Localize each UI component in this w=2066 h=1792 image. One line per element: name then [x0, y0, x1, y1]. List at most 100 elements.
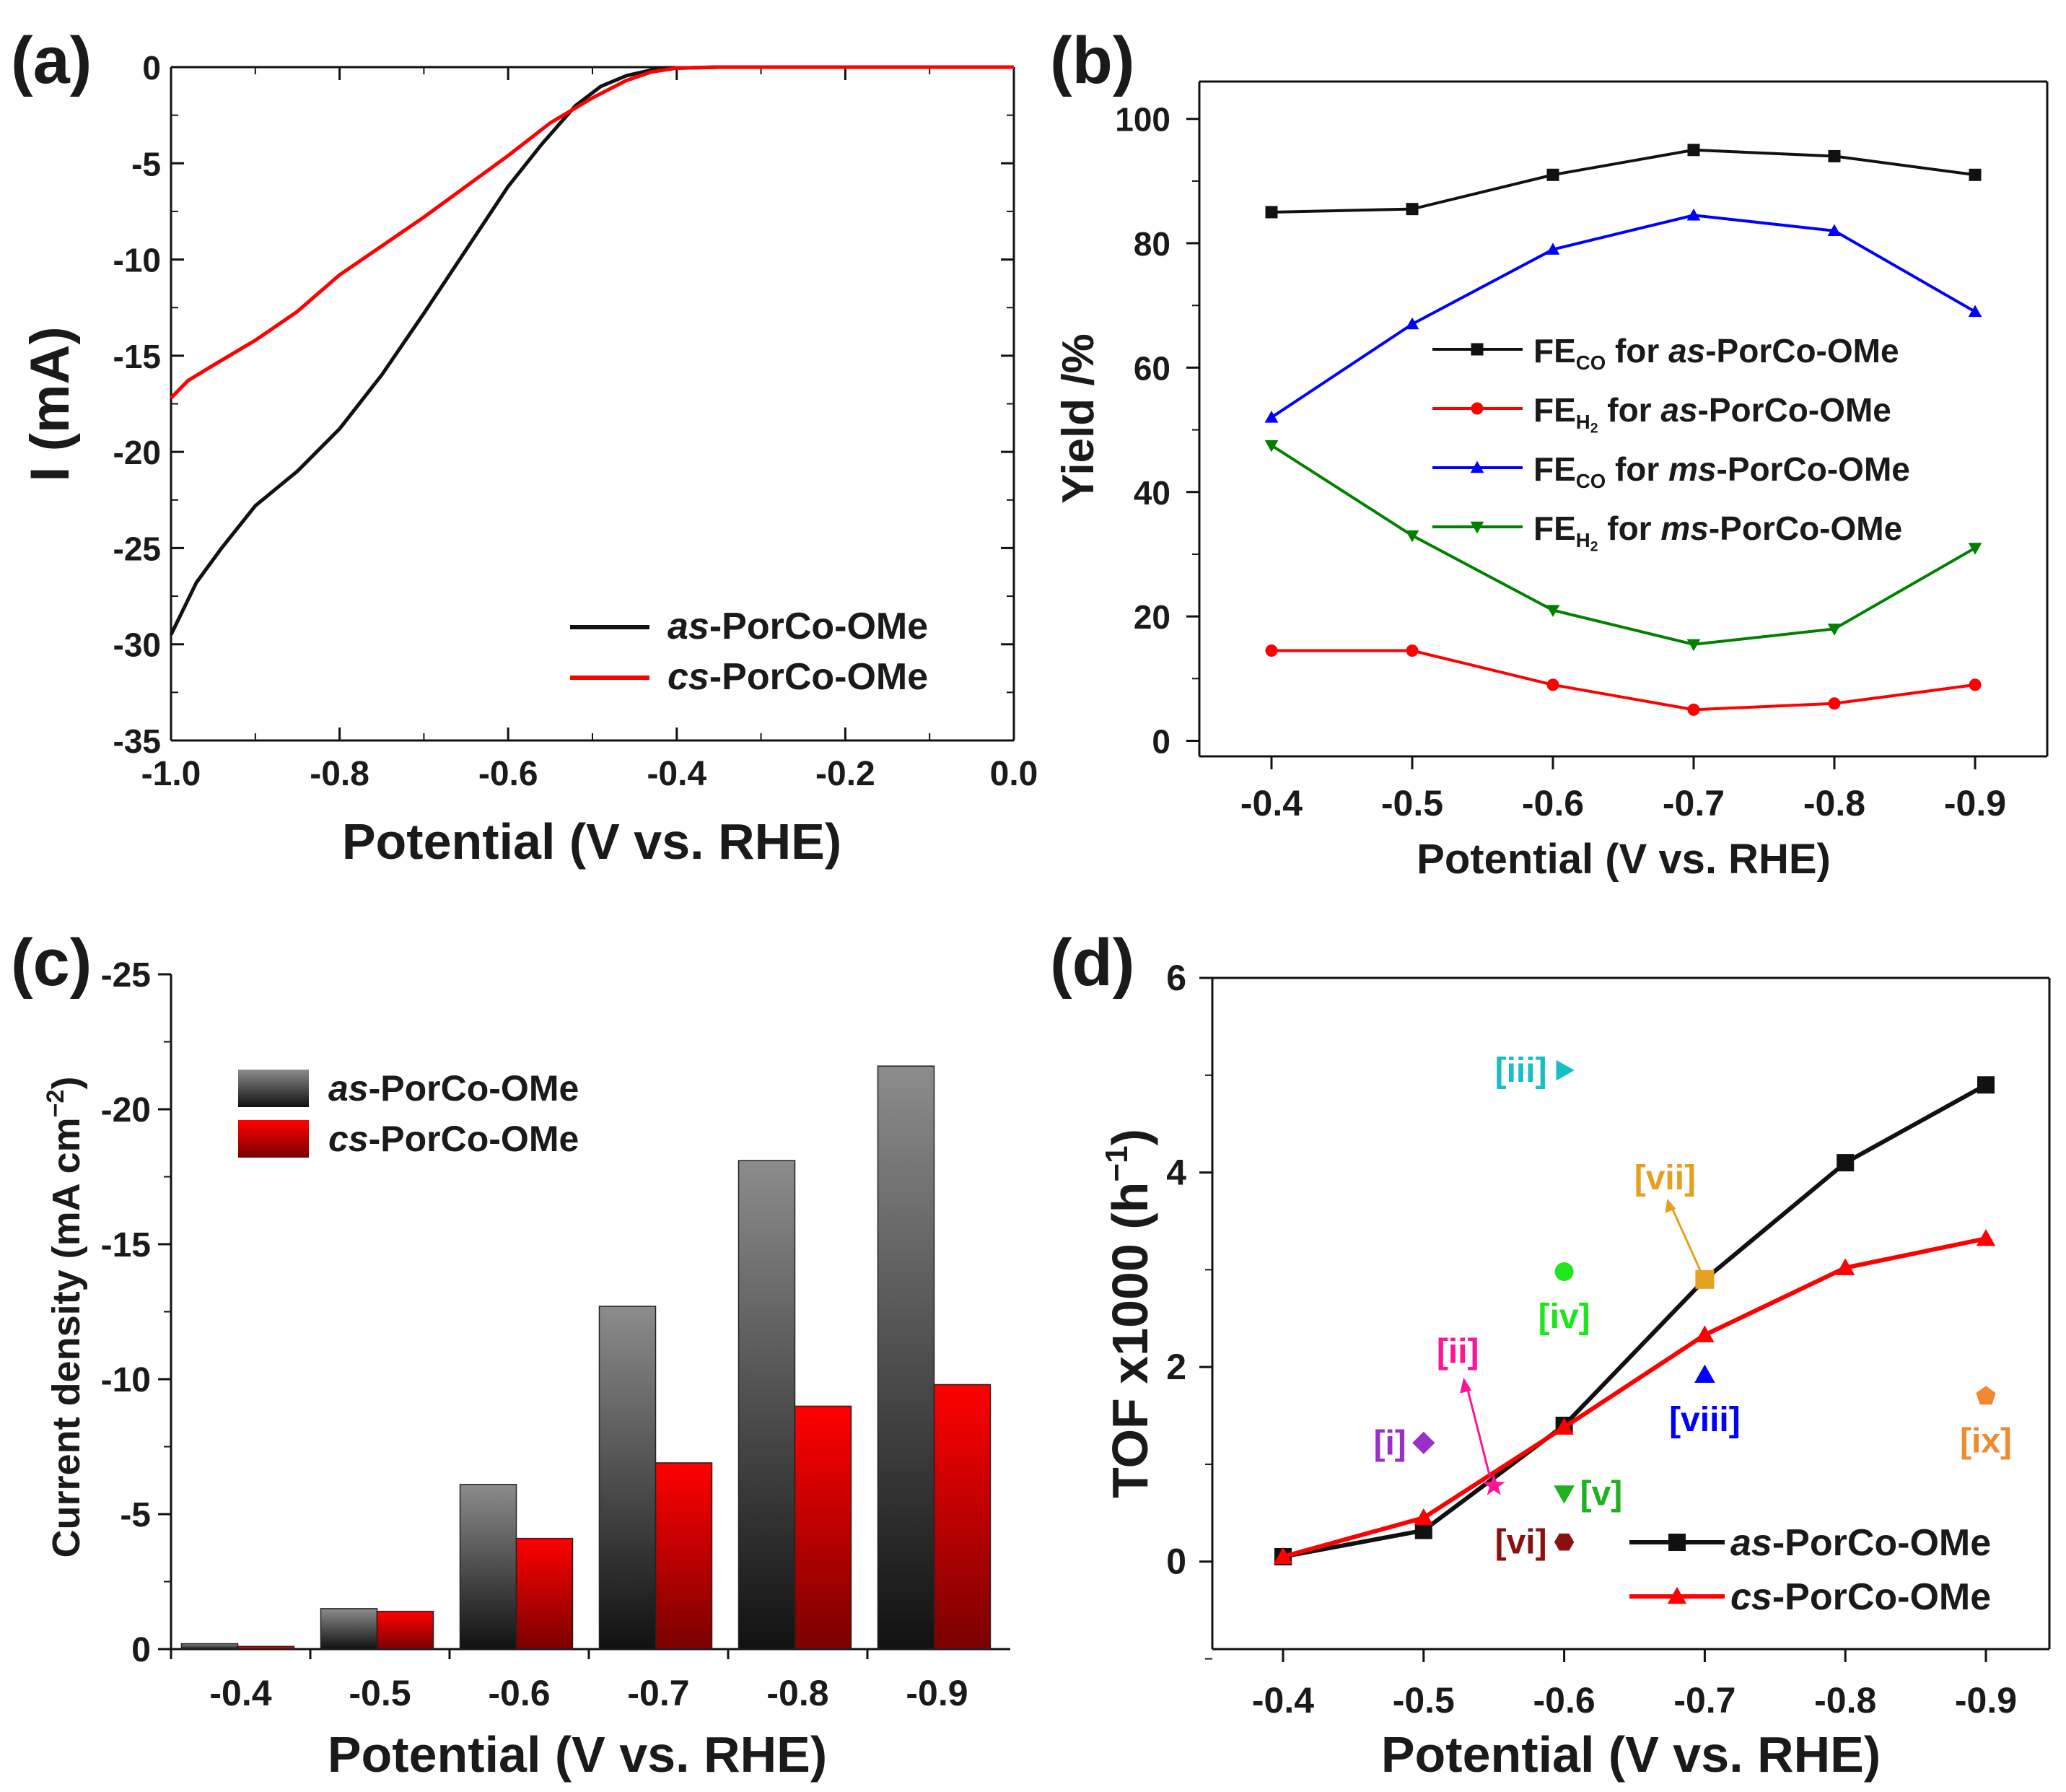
- reference-marker: [1482, 1474, 1505, 1495]
- legend-label-cs-suffix: -PorCo-OMe: [709, 656, 928, 698]
- legend-swatch-cs: [238, 1120, 309, 1158]
- data-point: [1686, 639, 1701, 652]
- x-tick-label: -0.8: [766, 1673, 828, 1713]
- reference-marker: [1695, 1269, 1715, 1289]
- legend-label-3-sub: H: [1576, 529, 1590, 551]
- panel-a: (a) -1.0 -0.8 -0.6 -0.4 -0.2 0.00-5-10-15-20-…: [11, 24, 1038, 870]
- y-tick-label: 60: [1134, 349, 1170, 387]
- data-point: [1828, 697, 1841, 710]
- bar-as: [459, 1484, 517, 1650]
- y-tick-label: -25: [101, 956, 151, 995]
- panel-c: (c) -0.4 -0.5 -0.6 -0.7 -0.8 -0.9 0 -5 -10 -15 -20…: [11, 926, 1010, 1783]
- legend-label-3-mid: for: [1598, 510, 1660, 547]
- legend-label-1-sub: H: [1576, 411, 1590, 433]
- y-tick-label: -15: [113, 338, 161, 375]
- axes-b: [1198, 80, 2049, 758]
- bar-cs: [515, 1537, 574, 1650]
- legend-label-0-lead: FE: [1533, 332, 1576, 370]
- reference-marker: [1694, 1364, 1715, 1383]
- data-point: [1686, 208, 1701, 221]
- data-point: [1968, 305, 1982, 318]
- data-point-cs: [1976, 1229, 1996, 1246]
- reference-label: [i]: [1373, 1424, 1406, 1462]
- series-line-cs: [1282, 1236, 1987, 1559]
- y-tick-label: -10: [101, 1361, 151, 1399]
- y-axis-title-c-close: ): [45, 1077, 88, 1090]
- y-tick-label: 100: [1115, 101, 1170, 139]
- x-tick-label: -0.9: [906, 1673, 968, 1713]
- data-point-cs: [1836, 1258, 1855, 1275]
- legend-marker-2: [1470, 460, 1484, 473]
- y-tick-label: 6: [1166, 958, 1186, 998]
- legend-label-as-suffix: -PorCo-OMe: [369, 1068, 579, 1109]
- legend-marker-cs: [1667, 1586, 1687, 1604]
- x-tick-label: -0.6: [1533, 1680, 1596, 1721]
- ticks-d: -0.4 -0.5 -0.6 -0.7 -0.8 -0.9 0 2 4 6: [1166, 958, 2017, 1721]
- legend-label-2-sub: CO: [1576, 470, 1606, 492]
- data-point: [1546, 605, 1560, 617]
- panel-label-c: (c): [11, 926, 92, 1000]
- y-tick-label: -25: [113, 530, 161, 567]
- x-tick-label: -0.7: [627, 1673, 689, 1713]
- reference-label: [viii]: [1669, 1401, 1741, 1439]
- x-tick-label: -0.9: [1955, 1680, 2017, 1721]
- reference-label: [vi]: [1495, 1524, 1547, 1562]
- data-point: [1546, 242, 1560, 255]
- series-line-3: [1270, 444, 1976, 646]
- ticks-a: -1.0 -0.8 -0.6 -0.4 -0.2 0.0 0 -5 -10 -15 -20 -25 -3…: [113, 49, 1038, 793]
- y-axis-title-c-sup: −2: [42, 1090, 69, 1118]
- legend-label-as-italic: as: [667, 606, 709, 647]
- x-tick-label: 0.0: [990, 755, 1038, 793]
- x-tick-label: -0.2: [815, 755, 875, 793]
- data-point: [1264, 440, 1279, 453]
- plot-b: [1264, 144, 1982, 716]
- data-point: [1827, 224, 1842, 237]
- y-axis-title-c-main: Current density (mA cm: [45, 1117, 88, 1557]
- x-tick-label: -0.7: [1663, 783, 1725, 823]
- legend-label-2-suffix: -PorCo-OMe: [1717, 450, 1910, 488]
- legend-label-1-subsub: 2: [1590, 421, 1598, 437]
- y-tick-label: 80: [1134, 225, 1170, 263]
- reference-marker: [1554, 1533, 1575, 1551]
- bar-as: [320, 1608, 378, 1650]
- data-point: [1405, 317, 1419, 330]
- data-point: [1406, 644, 1419, 657]
- data-point: [1827, 624, 1842, 636]
- data-point-cs: [1273, 1547, 1293, 1565]
- reference-marker: [1556, 1059, 1575, 1081]
- x-tick-label: -0.5: [1393, 1680, 1455, 1721]
- plot-c: [180, 1065, 992, 1650]
- y-axis-title-c: Current density (mA cm−2): [42, 1077, 88, 1558]
- legend-label-cs-suffix: -PorCo-OMe: [369, 1119, 579, 1159]
- series-line-as: [169, 65, 1014, 636]
- legend-label-3: FEH2 for ms-PorCo-OMe: [1533, 510, 1902, 555]
- bar-cs: [655, 1462, 713, 1650]
- reference-label: [iv]: [1538, 1298, 1590, 1336]
- series-line-cs: [170, 65, 1014, 400]
- ticks-c: -0.4 -0.5 -0.6 -0.7 -0.8 -0.9 0 -5 -10 -15 -20 -25: [101, 956, 968, 1713]
- data-point: [1687, 703, 1700, 716]
- legend-label-1: FEH2 for as-PorCo-OMe: [1533, 391, 1891, 437]
- legend-label-0: FECO for as-PorCo-OMe: [1533, 332, 1899, 374]
- legend-label-2-italic: ms: [1668, 450, 1716, 488]
- reference-arrowhead: [1665, 1198, 1676, 1213]
- reference-marker: [1554, 1485, 1575, 1504]
- series-line-1: [1271, 649, 1976, 712]
- series-line-2: [1270, 214, 1976, 419]
- x-axis-title-b: Potential (V vs. RHE): [1417, 836, 1831, 883]
- reference-label: [vii]: [1634, 1159, 1696, 1197]
- legend-marker-3: [1470, 521, 1484, 534]
- legend-label-1-suffix: -PorCo-OMe: [1698, 391, 1891, 429]
- data-point: [1265, 206, 1278, 219]
- x-tick-label: -0.4: [1240, 783, 1303, 823]
- x-tick-label: -1.0: [141, 755, 201, 793]
- x-axis-title-d: Potential (V vs. RHE): [1381, 1726, 1881, 1783]
- panel-b: (b) -0.4 -0.5 -0.6 -0.7 -0.8 -0.9 0 20 40 60 80 100…: [1050, 24, 2049, 883]
- legend-label-as-italic: as: [328, 1068, 369, 1109]
- panel-label-a: (a): [11, 24, 92, 97]
- legend-label-2-lead: FE: [1533, 450, 1576, 488]
- legend-label-1-italic: as: [1660, 391, 1697, 429]
